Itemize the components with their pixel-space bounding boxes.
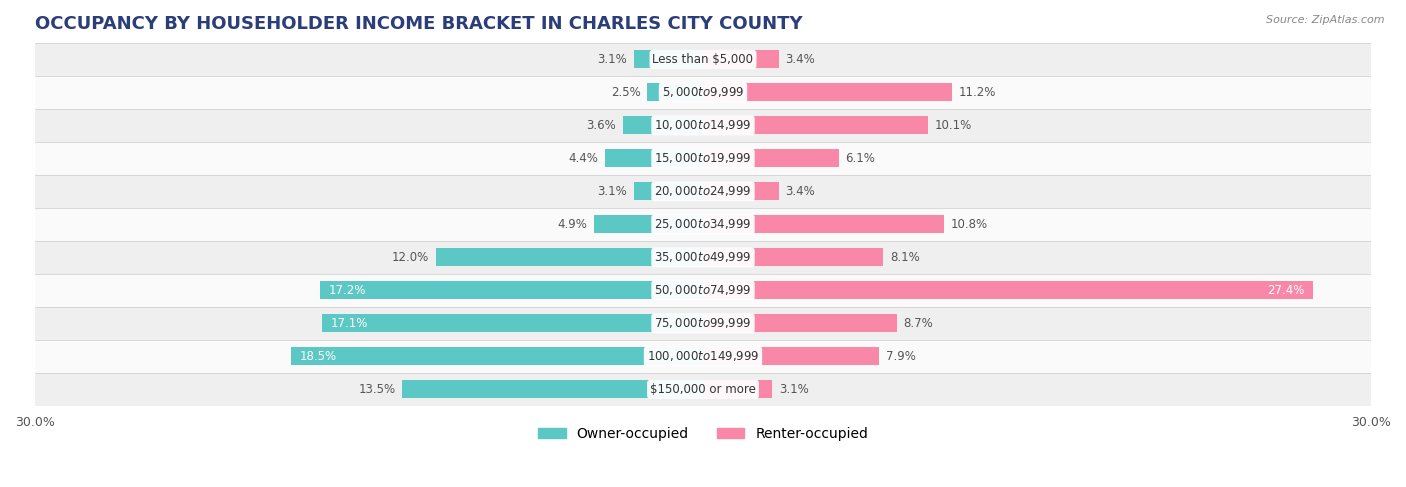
Bar (703, 50, 779, 69)
Text: $75,000 to $99,999: $75,000 to $99,999 (654, 317, 752, 330)
Text: 8.1%: 8.1% (890, 251, 920, 264)
Bar (703, 215, 943, 233)
Text: $35,000 to $49,999: $35,000 to $49,999 (654, 250, 752, 264)
Text: 13.5%: 13.5% (359, 383, 395, 396)
Bar (703, 248, 883, 266)
Text: OCCUPANCY BY HOUSEHOLDER INCOME BRACKET IN CHARLES CITY COUNTY: OCCUPANCY BY HOUSEHOLDER INCOME BRACKET … (35, 15, 803, 33)
Text: $50,000 to $74,999: $50,000 to $74,999 (654, 283, 752, 298)
Bar (703, 380, 772, 398)
Text: 7.9%: 7.9% (886, 350, 915, 363)
Text: 10.8%: 10.8% (950, 218, 987, 231)
Bar (291, 347, 703, 365)
Bar (35, 340, 1371, 373)
Text: Source: ZipAtlas.com: Source: ZipAtlas.com (1267, 15, 1385, 25)
Text: 8.7%: 8.7% (904, 317, 934, 330)
Text: 6.1%: 6.1% (845, 152, 876, 165)
Bar (634, 50, 703, 69)
Text: $100,000 to $149,999: $100,000 to $149,999 (647, 349, 759, 363)
Bar (647, 83, 703, 101)
Text: 11.2%: 11.2% (959, 86, 997, 99)
Bar (436, 248, 703, 266)
Text: 18.5%: 18.5% (299, 350, 337, 363)
Bar (634, 182, 703, 201)
Text: 4.4%: 4.4% (568, 152, 599, 165)
Text: $5,000 to $9,999: $5,000 to $9,999 (662, 85, 744, 99)
Bar (703, 281, 1313, 300)
Bar (35, 109, 1371, 142)
Text: Less than $5,000: Less than $5,000 (652, 53, 754, 66)
Bar (35, 43, 1371, 76)
Text: 3.1%: 3.1% (598, 53, 627, 66)
Bar (35, 241, 1371, 274)
Text: $150,000 or more: $150,000 or more (650, 383, 756, 396)
Bar (703, 83, 952, 101)
Bar (703, 347, 879, 365)
Text: $10,000 to $14,999: $10,000 to $14,999 (654, 118, 752, 132)
Bar (703, 150, 839, 168)
Bar (35, 142, 1371, 175)
Text: 3.4%: 3.4% (786, 185, 815, 198)
Bar (35, 274, 1371, 307)
Bar (322, 314, 703, 333)
Bar (35, 307, 1371, 340)
Bar (623, 116, 703, 134)
Text: 10.1%: 10.1% (935, 119, 972, 132)
Bar (703, 182, 779, 201)
Text: 4.9%: 4.9% (557, 218, 588, 231)
Text: 17.2%: 17.2% (329, 284, 366, 297)
Bar (35, 208, 1371, 241)
Bar (703, 314, 897, 333)
Text: 3.1%: 3.1% (779, 383, 808, 396)
Bar (703, 116, 928, 134)
Text: 3.6%: 3.6% (586, 119, 616, 132)
Bar (35, 76, 1371, 109)
Bar (593, 215, 703, 233)
Text: 2.5%: 2.5% (610, 86, 641, 99)
Bar (402, 380, 703, 398)
Text: 12.0%: 12.0% (392, 251, 429, 264)
Bar (35, 175, 1371, 208)
Bar (35, 373, 1371, 406)
Text: 3.4%: 3.4% (786, 53, 815, 66)
Bar (321, 281, 703, 300)
Bar (605, 150, 703, 168)
Text: $25,000 to $34,999: $25,000 to $34,999 (654, 217, 752, 231)
Text: 27.4%: 27.4% (1267, 284, 1305, 297)
Text: $20,000 to $24,999: $20,000 to $24,999 (654, 185, 752, 198)
Text: $15,000 to $19,999: $15,000 to $19,999 (654, 151, 752, 166)
Legend: Owner-occupied, Renter-occupied: Owner-occupied, Renter-occupied (531, 421, 875, 446)
Text: 17.1%: 17.1% (330, 317, 368, 330)
Text: 3.1%: 3.1% (598, 185, 627, 198)
